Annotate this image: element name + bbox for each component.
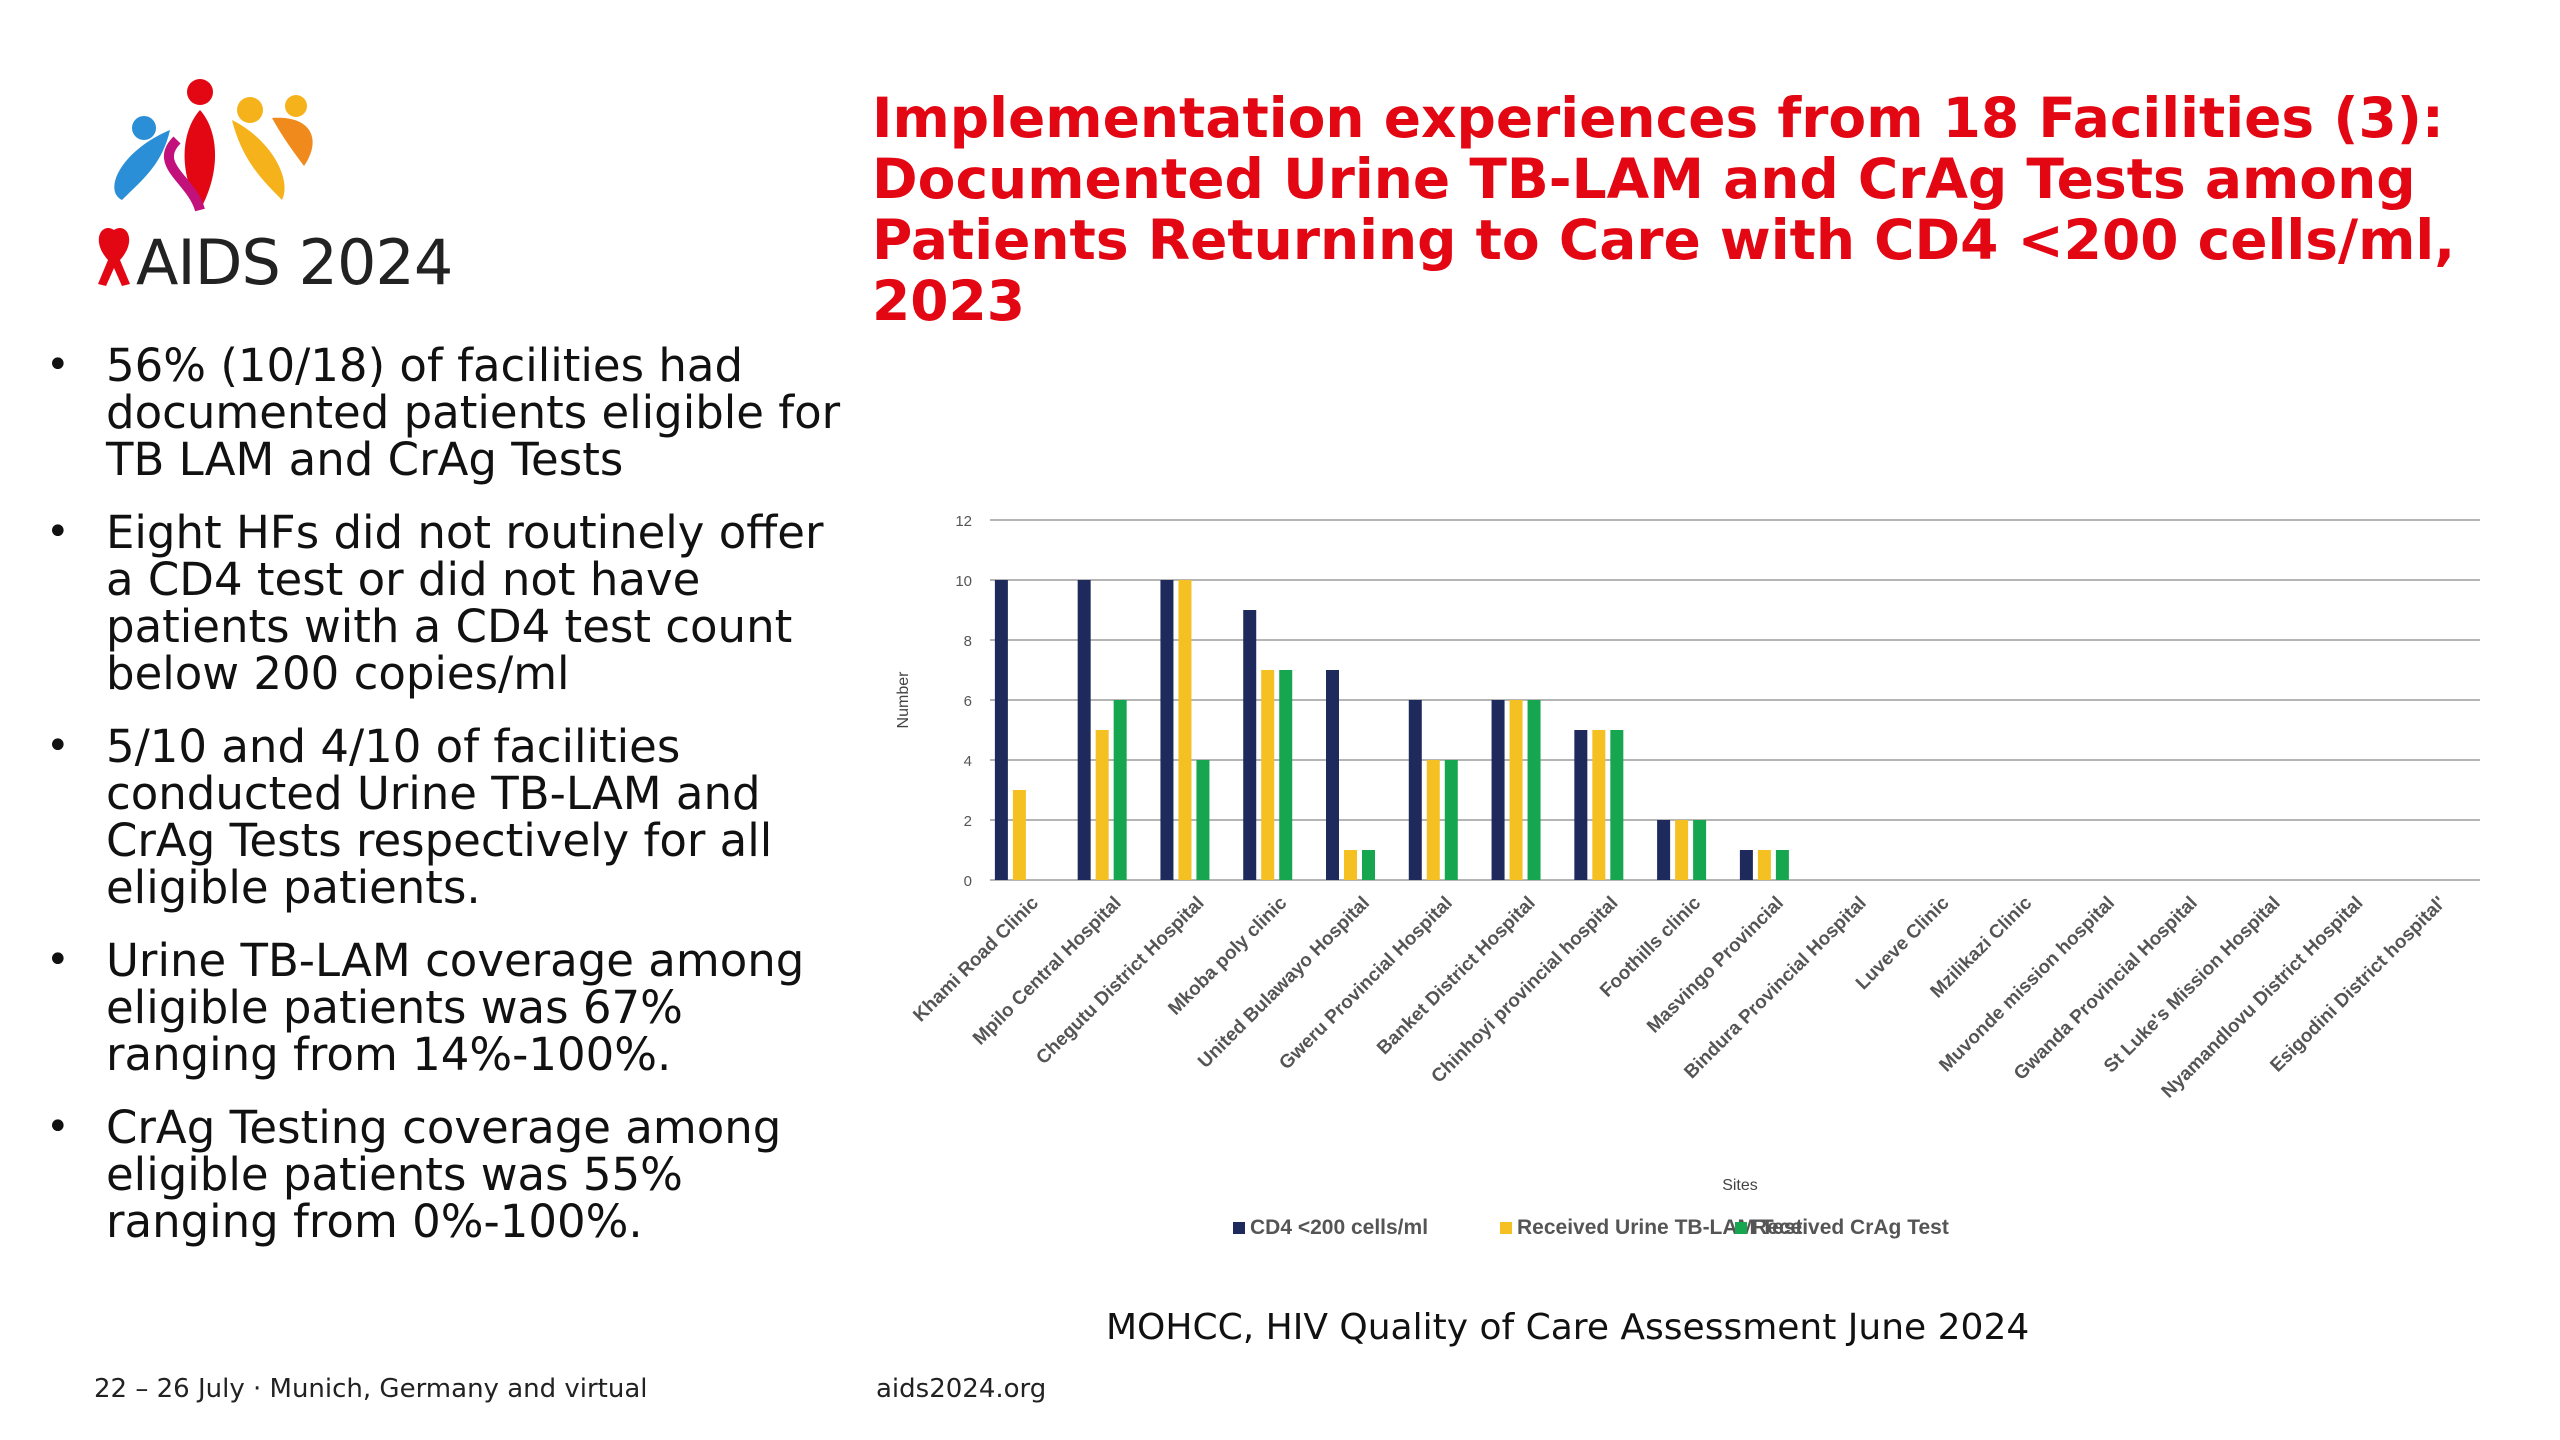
bar-cd4 — [994, 580, 1008, 880]
x-tick-label: Banket District Hospital — [1373, 893, 1539, 1059]
bar-cd4 — [1574, 730, 1588, 880]
bar-tblam — [1261, 670, 1275, 880]
bar-crag — [1279, 670, 1293, 880]
slide-title: Implementation experiences from 18 Facil… — [872, 86, 2456, 333]
legend-label: Received Urine TB-LAM Test — [1517, 1216, 1803, 1239]
bar-cd4 — [1326, 670, 1339, 880]
y-tick-label: 0 — [964, 873, 972, 890]
footer-url[interactable]: aids2024.org — [876, 1374, 1047, 1404]
bar-tblam — [1344, 850, 1357, 880]
source-citation: MOHCC, HIV Quality of Care Assessment Ju… — [1106, 1307, 2030, 1348]
bullet-text: Urine TB-LAM coverage among eligible pat… — [106, 934, 805, 1081]
bullet-text: 5/10 and 4/10 of facilities conducted Ur… — [106, 720, 773, 914]
bar-crag — [1527, 700, 1541, 880]
bar-cd4 — [1077, 580, 1091, 880]
y-tick-label: 12 — [955, 513, 972, 530]
legend-label: Received CrAg Test — [1752, 1216, 1949, 1239]
y-tick-label: 6 — [964, 693, 972, 710]
bar-crag — [1775, 850, 1789, 880]
bar-crag — [1196, 760, 1210, 880]
bar-tblam — [1509, 700, 1523, 880]
conference-logo-icon — [98, 79, 313, 286]
x-tick-label: Mpilo Central Hospital — [969, 893, 1126, 1050]
x-tick-label: United Bulawayo Hospital — [1194, 893, 1374, 1073]
bar-tblam — [1095, 730, 1109, 880]
x-tick-label: Muvonde mission hospital — [1935, 893, 2119, 1077]
bullet-item: • CrAg Testing coverage among eligible pa… — [40, 1104, 860, 1245]
bar-cd4 — [1160, 580, 1174, 880]
bullet-dot-icon: • — [46, 723, 70, 769]
bar-tblam — [1757, 850, 1771, 880]
bar-cd4 — [1739, 850, 1753, 880]
bullet-text: 56% (10/18) of facilities had documented… — [106, 339, 841, 486]
bullet-dot-icon: • — [46, 342, 70, 388]
y-tick-label: 10 — [955, 573, 972, 590]
legend-swatch — [1735, 1222, 1747, 1234]
bar-tblam — [1675, 820, 1689, 880]
bullet-dot-icon: • — [46, 1104, 70, 1150]
bar-tblam — [1012, 790, 1026, 880]
x-tick-label: Gweru Provincial Hospital — [1275, 893, 1456, 1074]
aids2024-logo: AIDS 2024 — [82, 70, 462, 310]
footer-dates: 22 – 26 July · Munich, Germany and virtu… — [94, 1374, 648, 1404]
bullet-item: • 5/10 and 4/10 of facilities conducted U… — [40, 723, 860, 911]
x-tick-label: Esigodini District hospital' — [2266, 893, 2450, 1077]
bar-crag — [1362, 850, 1375, 880]
bullet-list: • 56% (10/18) of facilities had documente… — [40, 342, 860, 1271]
x-tick-label: Masvingo Provincial — [1643, 893, 1788, 1038]
bullet-text: Eight HFs did not routinely offer a CD4 … — [106, 506, 824, 700]
y-tick-label: 4 — [964, 753, 972, 770]
y-tick-label: 2 — [964, 813, 972, 830]
x-tick-label: St Luke's Mission Hospital — [2100, 893, 2285, 1078]
logo-text: AIDS 2024 — [136, 226, 453, 299]
x-axis-label: Sites — [1722, 1177, 1758, 1194]
bar-cd4 — [1408, 700, 1422, 880]
bar-cd4 — [1243, 610, 1257, 880]
y-tick-label: 8 — [964, 633, 972, 650]
bullet-dot-icon: • — [46, 509, 70, 555]
x-tick-label: Chegutu District Hospital — [1032, 893, 1208, 1069]
bullet-item: • 56% (10/18) of facilities had documente… — [40, 342, 860, 483]
bar-crag — [1444, 760, 1458, 880]
legend-label: CD4 <200 cells/ml — [1250, 1216, 1428, 1239]
bar-cd4 — [1657, 820, 1671, 880]
legend-swatch — [1233, 1222, 1245, 1234]
bar-tblam — [1592, 730, 1606, 880]
bar-crag — [1610, 730, 1624, 880]
bullet-item: • Eight HFs did not routinely offer a CD4… — [40, 509, 860, 697]
bar-tblam — [1426, 760, 1440, 880]
bullet-dot-icon: • — [46, 937, 70, 983]
bar-crag — [1113, 700, 1127, 880]
bullet-item: • Urine TB-LAM coverage among eligible pa… — [40, 937, 860, 1078]
y-axis-label: Number — [895, 671, 912, 729]
bullet-text: CrAg Testing coverage among eligible pat… — [106, 1101, 782, 1248]
bar-tblam — [1178, 580, 1192, 880]
x-tick-label: Bindura Provincial Hospital — [1680, 893, 1870, 1083]
legend-swatch — [1500, 1222, 1512, 1234]
bar-crag — [1693, 820, 1707, 880]
bar-cd4 — [1491, 700, 1505, 880]
